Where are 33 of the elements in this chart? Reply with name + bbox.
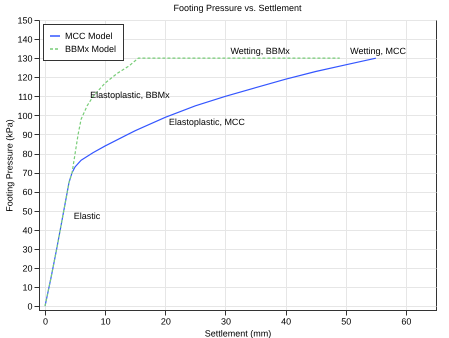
y-tick-label: 40 [22,225,32,236]
y-tick-label: 50 [22,206,32,216]
y-tick-label: 120 [17,72,32,83]
chart-title: Footing Pressure vs. Settlement [173,3,302,13]
x-tick-label: 0 [43,316,48,326]
x-tick-label: 30 [220,316,231,326]
x-axis-title: Settlement (mm) [204,328,272,338]
y-tick-label: 10 [22,282,32,293]
y-tick-label: 110 [18,92,32,102]
y-tick-label: 140 [17,34,32,45]
y-tick-label: 60 [22,187,32,198]
annotation: Elastic [74,211,101,222]
annotation: Elastoplastic, BBMx [90,90,170,100]
annotation: Wetting, BBMx [230,46,290,56]
y-tick-label: 130 [17,54,32,64]
y-tick-label: 30 [22,244,32,254]
annotation: Wetting, MCC [350,46,406,56]
y-tick-label: 70 [22,168,32,178]
x-tick-label: 50 [341,316,352,326]
y-tick-label: 20 [22,264,32,274]
x-tick-label: 10 [100,316,111,326]
x-tick-label: 20 [160,316,171,326]
y-tick-label: 0 [27,302,32,312]
x-tick-label: 40 [281,316,292,326]
y-tick-label: 90 [22,130,32,140]
legend-label: MCC Model [65,31,113,41]
y-tick-label: 150 [17,16,32,26]
y-tick-label: 80 [22,149,32,160]
y-tick-label: 100 [17,110,32,121]
x-tick-label: 60 [401,316,412,326]
y-axis-title: Footing Pressure (kPa) [4,119,14,212]
legend-label: BBMx Model [65,44,116,54]
annotation: Elastoplastic, MCC [168,117,246,128]
